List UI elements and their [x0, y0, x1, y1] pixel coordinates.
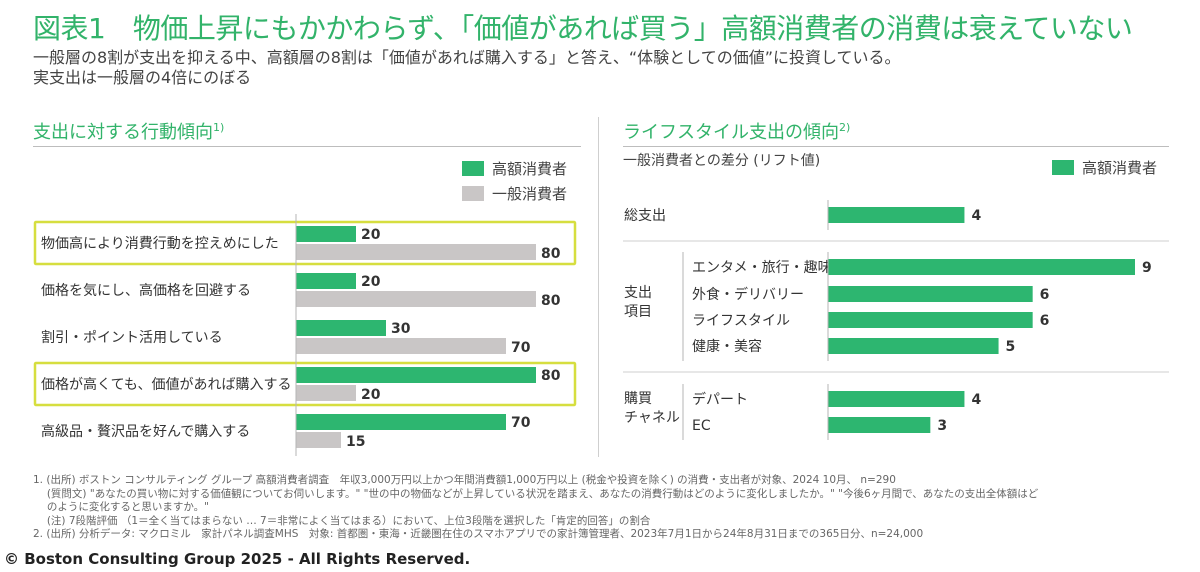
data-label-general: 70: [511, 340, 531, 356]
data-label-general: 20: [361, 387, 381, 403]
legend-high-left: 高額消費者: [462, 158, 567, 179]
data-label-high: 80: [541, 368, 561, 384]
highlight-box: [33, 220, 577, 266]
group-label: 購買チャネル: [624, 391, 680, 426]
data-label-general: 15: [346, 434, 365, 450]
legend-label: 高額消費者: [1082, 159, 1158, 177]
data-label: 6: [1040, 313, 1050, 329]
bar-general: [296, 291, 536, 307]
item-label: 外食・デリバリー: [692, 286, 804, 303]
bar-high: [296, 320, 386, 336]
item-label: ライフスタイル: [692, 313, 790, 329]
category-label: 割引・ポイント活用している: [41, 329, 223, 346]
legend-label: 高額消費者: [492, 160, 568, 178]
right-section-title: ライフスタイル支出の傾向2): [623, 118, 850, 144]
category-label: 価格を気にし、高価格を回避する: [41, 282, 251, 299]
item-label: エンタメ・旅行・趣味: [692, 260, 832, 276]
page-subtitle: 一般層の8割が支出を抑える中、高額層の8割は「価値があれば購入する」と答え、“体…: [33, 48, 901, 88]
data-label-general: 80: [541, 246, 561, 262]
footnote-line: のように変化すると思いますか。": [33, 501, 209, 514]
footnotes: 1. (出所) ボストン コンサルティング グループ 高額消費者調査 年収3,0…: [33, 474, 1183, 542]
bar-lift: [828, 417, 931, 433]
legend-swatch-high: [1052, 160, 1074, 175]
bar-high: [296, 367, 536, 383]
legend-label: 一般消費者: [492, 185, 568, 203]
category-label: 価格が高くても、価値があれば購入する: [41, 376, 291, 393]
right-section-rule: [623, 146, 1169, 147]
item-label: 総支出: [624, 208, 666, 224]
subtitle-line: 実支出は一般層の4倍にのぼる: [33, 68, 252, 87]
data-label-high: 70: [511, 415, 531, 431]
footnote-line: 2. (出所) 分析データ: マクロミル 家計パネル調査MHS 対象: 首都圏・…: [33, 528, 924, 541]
item-label: デパート: [692, 391, 748, 408]
page-title: 図表1 物価上昇にもかかわらず、「価値があれば買う」高額消費者の消費は衰えていな…: [33, 12, 1133, 45]
footnote-line: 1. (出所) ボストン コンサルティング グループ 高額消費者調査 年収3,0…: [33, 474, 896, 486]
data-label: 6: [1040, 287, 1050, 303]
legend-high-right: 高額消費者: [1052, 157, 1157, 178]
bar-general: [296, 244, 536, 260]
left-section-rule: [33, 146, 581, 147]
right-section-note: 2): [839, 121, 851, 134]
footnote-line: (質問文) "あなたの買い物に対する価値観についてお伺いします。" "世の中の物…: [33, 487, 1039, 500]
footnote-line: (注) 7段階評価 （1＝全く当てはまらない … 7＝非常によく当てはまる）にお…: [33, 514, 651, 527]
group-label-line: チャネル: [624, 410, 680, 426]
group-label: 支出項目: [624, 285, 652, 320]
bar-general: [296, 338, 506, 354]
copyright: © Boston Consulting Group 2025 - All Rig…: [4, 550, 471, 568]
lifestyle-lift-chart: 総支出 4 支出項目 エンタメ・旅行・趣味 9 外食・デリバリー 6 ライフスタイル 6 健康・美…: [623, 200, 1169, 440]
data-label-high: 20: [361, 227, 381, 243]
behavior-bar-chart: 物価高により消費行動を控えめにした 20 80 価格を気にし、高価格を回避する 20 80…: [33, 214, 577, 456]
right-section-title-text: ライフスタイル支出の傾向: [623, 122, 839, 143]
bar-lift: [828, 207, 965, 223]
subtitle-line: 一般層の8割が支出を抑える中、高額層の8割は「価値があれば購入する」と答え、“体…: [33, 48, 901, 67]
data-label: 9: [1142, 260, 1152, 276]
bar-high: [296, 273, 356, 289]
data-label: 3: [937, 418, 947, 434]
legend-swatch-general: [462, 186, 484, 201]
section-divider: [598, 117, 599, 457]
left-section-title: 支出に対する行動傾向1): [33, 118, 224, 144]
data-label: 4: [971, 208, 981, 224]
bar-lift: [828, 286, 1033, 302]
category-label: 高級品・贅沢品を好んで購入する: [41, 423, 250, 440]
bar-general: [296, 432, 341, 448]
data-label: 5: [1006, 339, 1016, 355]
left-section-title-text: 支出に対する行動傾向: [33, 122, 213, 143]
bar-high: [296, 414, 506, 430]
data-label: 4: [971, 392, 981, 408]
bar-high: [296, 226, 356, 242]
legend-general-left: 一般消費者: [462, 183, 567, 204]
data-label-high: 20: [361, 274, 381, 290]
bar-general: [296, 385, 356, 401]
group-label-line: 購買: [624, 391, 652, 407]
category-label: 物価高により消費行動を控えめにした: [41, 235, 279, 252]
group-label-line: 項目: [624, 304, 652, 320]
group-label-line: 支出: [624, 285, 652, 301]
legend-swatch-high: [462, 161, 484, 176]
item-label: 健康・美容: [692, 338, 762, 355]
bar-lift: [828, 312, 1033, 328]
data-label-general: 80: [541, 293, 561, 309]
bar-lift: [828, 391, 965, 407]
lift-subtitle: 一般消費者との差分 (リフト値): [623, 153, 821, 169]
bar-lift: [828, 338, 999, 354]
item-label: EC: [692, 418, 711, 434]
left-section-note: 1): [213, 121, 225, 134]
bar-lift: [828, 259, 1135, 275]
data-label-high: 30: [391, 321, 411, 337]
highlight-box: [33, 361, 577, 407]
